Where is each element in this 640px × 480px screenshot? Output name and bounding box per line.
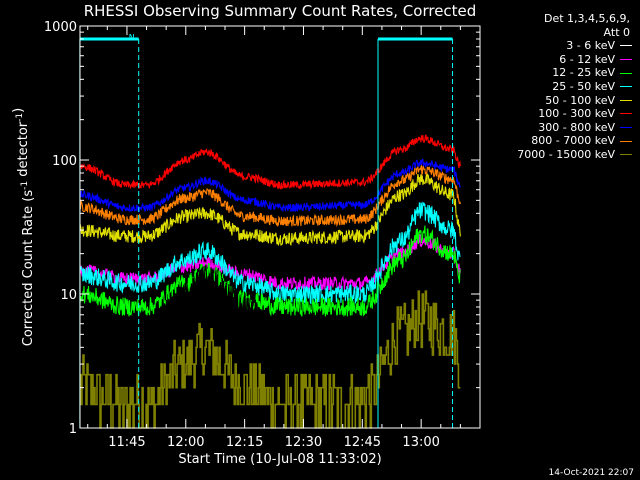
x-tick-label: 11:45 [108,435,145,450]
y-axis-label-superscript: -1 [20,181,30,190]
y-axis-label-part: ) [11,108,26,113]
legend-entry-label: 100 - 300 keV [538,107,615,121]
legend-swatch [620,86,632,88]
footer-timestamp: 14-Oct-2021 22:07 [548,468,634,478]
y-tick-label: 1000 [44,20,77,35]
legend-swatch [620,72,632,74]
x-tick-label: 12:00 [167,435,204,450]
legend-entry-label: 50 - 100 keV [545,93,615,107]
legend-swatch [620,140,632,142]
y-axis-label-part: Corrected Count Rate (s [21,190,36,347]
x-tick-label: 12:45 [344,435,381,450]
y-tick-label: 100 [52,154,77,169]
legend-swatch [620,45,632,47]
legend: Det 1,3,4,5,6,9, Att 0 3 - 6 keV 6 - 12 k… [486,12,636,162]
y-axis-label-part: detector [16,121,31,181]
series-line [80,290,461,429]
legend-entry-label: 800 - 7000 keV [531,134,615,148]
chart-title: RHESSI Observing Summary Count Rates, Co… [83,2,477,20]
series-line [79,172,461,247]
y-axis-label: Corrected Count Rate (s-1 detector-1) [11,108,36,346]
legend-swatch [620,127,632,129]
plot-area [80,26,480,428]
x-axis-label: Start Time (10-Jul-08 11:33:02) [178,452,381,467]
x-tick-label: 12:30 [285,435,322,450]
legend-entry: 6 - 12 keV [486,53,636,67]
y-tick-label: 10 [60,288,77,303]
legend-swatch [620,154,632,156]
legend-entry: 25 - 50 keV [486,80,636,94]
y-tick-label: 1 [69,422,77,437]
legend-entries: 3 - 6 keV 6 - 12 keV 12 - 25 keV 25 - 50 ke… [486,39,636,161]
attenuator-marker: N [129,33,135,42]
legend-entry: 300 - 800 keV [486,121,636,135]
x-tick-label: 13:00 [402,435,439,450]
legend-entry-label: 300 - 800 keV [538,120,615,134]
legend-entry: 7000 - 15000 keV [486,148,636,162]
legend-attenuator: Att 0 [603,25,630,39]
y-axis-label-superscript: -1 [15,113,25,122]
legend-entry: 50 - 100 keV [486,94,636,108]
series-line [79,163,461,228]
legend-swatch [620,59,632,61]
legend-entry-label: 3 - 6 keV [566,39,615,53]
legend-entry-label: 7000 - 15000 keV [517,147,615,161]
x-tick-label: 12:15 [226,435,263,450]
legend-entry-label: 6 - 12 keV [559,52,615,66]
series-line [79,225,461,317]
legend-entry: 12 - 25 keV [486,66,636,80]
legend-detectors: Det 1,3,4,5,6,9, [543,12,630,25]
series-line [79,201,461,305]
legend-entry: 100 - 300 keV [486,107,636,121]
axes-frame [79,25,481,429]
legend-entry-label: 12 - 25 keV [552,66,615,80]
series-line [79,158,461,214]
legend-entry-label: 25 - 50 keV [552,79,615,93]
legend-entry: 800 - 7000 keV [486,134,636,148]
legend-swatch [620,113,632,115]
series-line [79,250,461,349]
legend-swatch [620,99,632,101]
legend-entry: 3 - 6 keV [486,39,636,53]
series-line [79,134,461,191]
